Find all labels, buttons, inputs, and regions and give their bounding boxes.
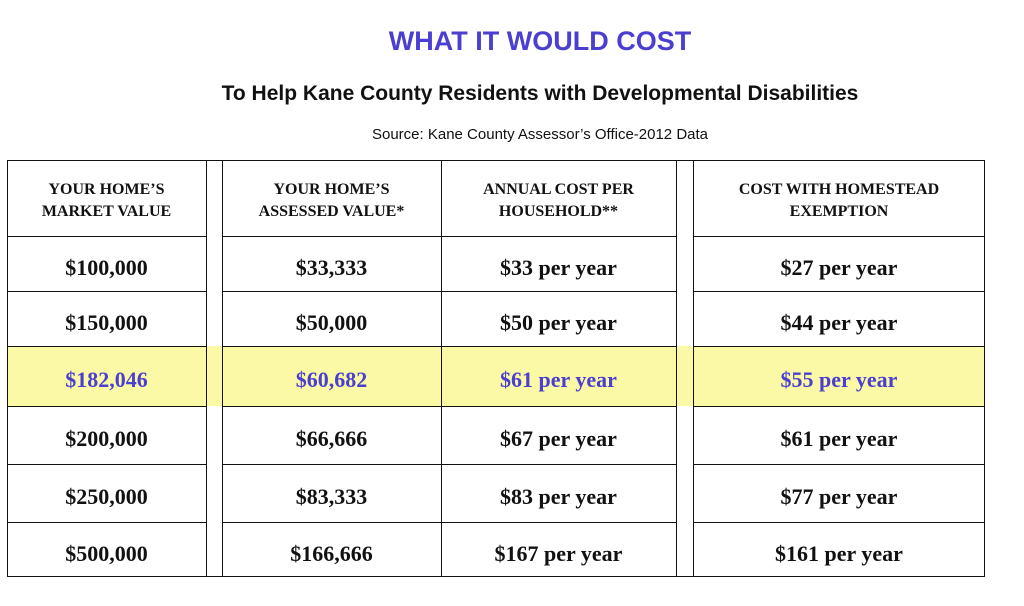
header-homestead-cost: COST WITH HOMESTEAD EXEMPTION	[738, 181, 940, 220]
cost-table: YOUR HOME’S MARKET VALUE YOUR HOME’S ASS…	[7, 160, 985, 577]
grid-line	[7, 160, 985, 161]
grid-line	[222, 236, 442, 237]
annual-cost-cell: $83 per year	[500, 484, 617, 509]
grid-line	[441, 522, 677, 523]
grid-line	[441, 291, 677, 292]
grid-line	[222, 291, 442, 292]
annual-cost-cell: $33 per year	[500, 254, 617, 280]
homestead-cost-cell: $61 per year	[780, 426, 898, 451]
grid-line	[693, 346, 985, 347]
homestead-cost-cell: $27 per year	[780, 254, 898, 280]
market-value-cell: $182,046	[65, 367, 148, 392]
grid-line	[693, 406, 985, 407]
grid-line	[7, 346, 207, 347]
grid-line	[7, 522, 207, 523]
grid-line	[693, 291, 985, 292]
grid-line	[222, 464, 442, 465]
homestead-cost-cell: $77 per year	[780, 484, 898, 509]
homestead-cost-cell: $44 per year	[780, 309, 898, 335]
highlighted-row-background	[7, 346, 985, 406]
annual-cost-cell: $50 per year	[500, 309, 617, 335]
grid-line	[222, 160, 223, 577]
grid-line	[7, 406, 207, 407]
grid-line	[693, 160, 694, 577]
grid-line	[7, 160, 8, 577]
assessed-value-cell: $60,682	[295, 367, 368, 392]
homestead-cost-cell: $55 per year	[780, 367, 898, 392]
grid-line	[693, 522, 985, 523]
assessed-value-cell: $50,000	[295, 309, 368, 335]
source-note: Source: Kane County Assessor’s Office-20…	[371, 126, 709, 143]
grid-line	[7, 236, 207, 237]
annual-cost-cell: $167 per year	[494, 540, 623, 566]
assessed-value-cell: $166,666	[290, 540, 373, 566]
grid-line	[441, 464, 677, 465]
header-annual-cost: ANNUAL COST PER HOUSEHOLD**	[483, 181, 634, 220]
market-value-cell: $150,000	[65, 309, 148, 335]
homestead-cost-cell: $161 per year	[775, 540, 903, 566]
page-subtitle: To Help Kane County Residents with Devel…	[221, 82, 859, 105]
grid-line	[7, 464, 207, 465]
market-value-cell: $200,000	[65, 426, 148, 451]
grid-line	[441, 160, 442, 577]
header-market-value: YOUR HOME’S MARKET VALUE	[41, 181, 172, 220]
market-value-cell: $250,000	[65, 484, 148, 509]
page-title: WHAT IT WOULD COST	[388, 26, 692, 56]
header-assessed-value: YOUR HOME’S ASSESSED VALUE*	[258, 181, 405, 220]
grid-line	[206, 160, 207, 577]
grid-line	[441, 346, 677, 347]
market-value-cell: $100,000	[65, 254, 148, 280]
grid-line	[222, 522, 442, 523]
grid-line	[693, 464, 985, 465]
grid-line	[984, 160, 985, 577]
grid-line	[693, 236, 985, 237]
assessed-value-cell: $83,333	[295, 484, 368, 509]
assessed-value-cell: $66,666	[295, 426, 368, 451]
annual-cost-cell: $61 per year	[500, 367, 617, 392]
grid-line	[7, 576, 985, 577]
grid-line	[222, 346, 442, 347]
annual-cost-cell: $67 per year	[500, 426, 617, 451]
grid-line	[676, 160, 677, 577]
grid-line	[7, 291, 207, 292]
grid-line	[441, 406, 677, 407]
market-value-cell: $500,000	[65, 540, 148, 566]
assessed-value-cell: $33,333	[295, 254, 368, 280]
grid-line	[441, 236, 677, 237]
grid-line	[222, 406, 442, 407]
